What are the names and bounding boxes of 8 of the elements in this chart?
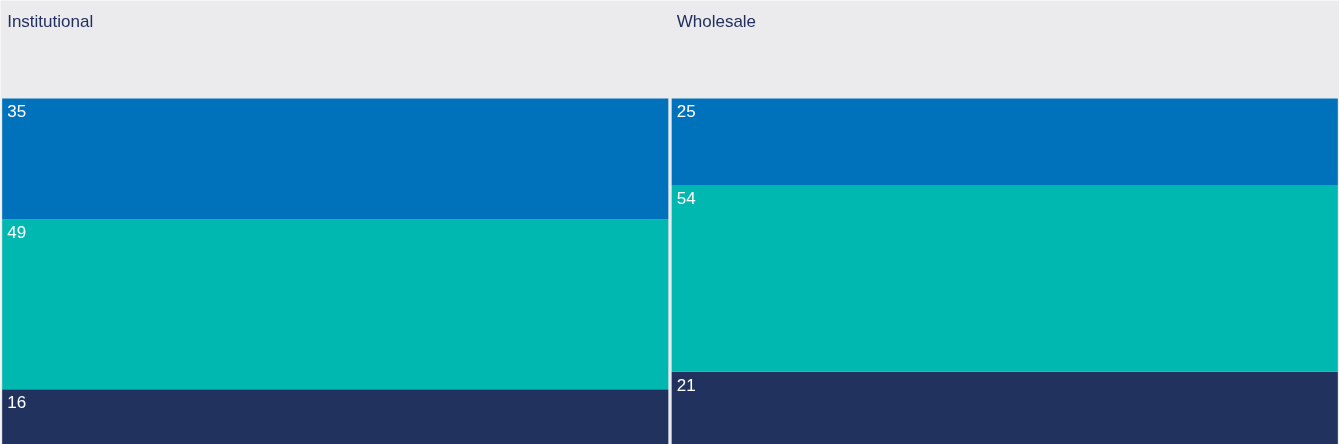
data-label: 21: [676, 375, 696, 395]
data-label: 54: [676, 188, 696, 208]
data-label: 25: [676, 102, 696, 122]
data-label: 49: [7, 223, 27, 243]
x-tick-label: Institutional: [7, 12, 94, 32]
x-tick-label: Wholesale: [676, 12, 757, 32]
data-label: 16: [7, 393, 27, 413]
data-label: 35: [7, 102, 27, 122]
